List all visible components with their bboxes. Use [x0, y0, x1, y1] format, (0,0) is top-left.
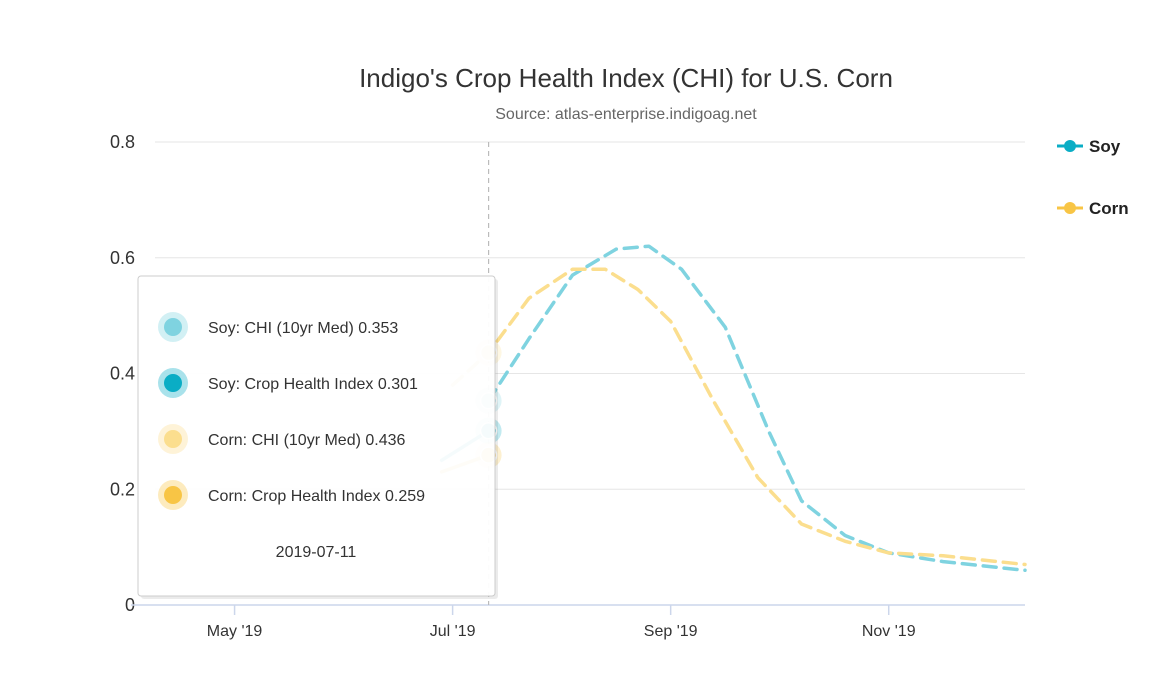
- legend-item-corn[interactable]: Corn: [1057, 199, 1129, 218]
- tooltip: Soy: CHI (10yr Med) 0.353 Soy: Crop Healt…: [137, 275, 498, 599]
- tooltip-item-label: Corn: Crop Health Index 0.259: [208, 488, 425, 505]
- x-axis: May '19 Jul '19 Sep '19 Nov '19: [131, 604, 1025, 640]
- legend-marker: [1064, 202, 1076, 214]
- series-line-0: [486, 244, 1027, 573]
- tooltip-item-label: Soy: Crop Health Index 0.301: [208, 376, 418, 393]
- legend-label: Corn: [1089, 199, 1129, 218]
- chart-subtitle: Source: atlas-enterprise.indigoag.net: [495, 106, 757, 123]
- x-tick-label: Jul '19: [430, 623, 476, 640]
- y-tick-label: 0.2: [110, 479, 135, 499]
- legend-marker: [1064, 140, 1076, 152]
- tooltip-marker: [164, 318, 182, 336]
- legend-item-soy[interactable]: Soy: [1057, 137, 1121, 156]
- x-tick-label: May '19: [207, 623, 263, 640]
- tooltip-marker: [164, 486, 182, 504]
- legend[interactable]: Soy Corn: [1057, 137, 1129, 218]
- y-tick-label: 0.8: [110, 132, 135, 152]
- chart-title: Indigo's Crop Health Index (CHI) for U.S…: [359, 63, 893, 93]
- y-tick-label: 0: [125, 595, 135, 615]
- tooltip-item-label: Soy: CHI (10yr Med) 0.353: [208, 320, 398, 337]
- series-line-1: [450, 267, 1027, 567]
- legend-label: Soy: [1089, 137, 1121, 156]
- x-tick-label: Nov '19: [862, 623, 916, 640]
- series-lines: [439, 244, 1027, 573]
- tooltip-box: [137, 275, 496, 597]
- tooltip-date: 2019-07-11: [276, 544, 357, 561]
- x-tick-label: Sep '19: [644, 623, 698, 640]
- y-tick-label: 0.4: [110, 364, 135, 384]
- tooltip-item-label: Corn: CHI (10yr Med) 0.436: [208, 432, 406, 449]
- y-tick-label: 0.6: [110, 248, 135, 268]
- tooltip-marker: [164, 430, 182, 448]
- y-axis: 0 0.2 0.4 0.6 0.8: [110, 132, 135, 615]
- tooltip-marker: [164, 374, 182, 392]
